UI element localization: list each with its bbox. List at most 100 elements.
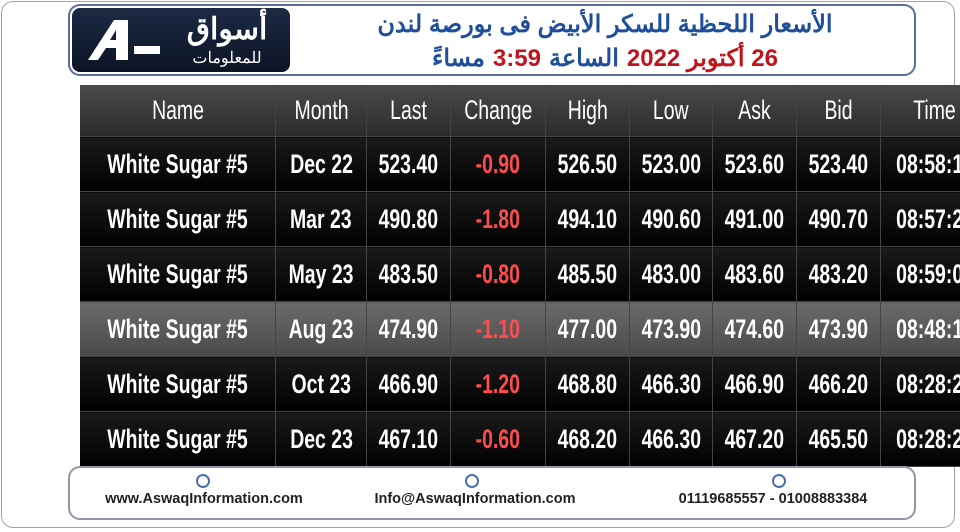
logo-sub: للمعلومات <box>192 50 262 67</box>
title: الأسعار اللحظية للسكر الأبيض فى بورصة لن… <box>377 11 833 38</box>
table-cell: 523.40 <box>366 136 451 192</box>
cell-text: 08:57:21 <box>895 203 960 234</box>
data-row: White Sugar #5 May 23 483.50 -0.80 485.50 483… <box>80 246 960 302</box>
email-icon <box>465 474 479 488</box>
cell-text: 467.20 <box>725 423 785 454</box>
table-cell: Bid <box>796 85 881 137</box>
cell-text: 473.90 <box>641 313 701 344</box>
cell-text: Low <box>653 95 690 125</box>
logo: أسواق للمعلومات <box>72 8 290 72</box>
cell-text: 483.00 <box>641 258 701 289</box>
data-row: White Sugar #5 Oct 23 466.90 -1.20 468.80 466… <box>80 356 960 412</box>
cell-text: Dec 22 <box>289 148 353 179</box>
table-cell: 08:58:17 <box>880 136 960 192</box>
cell-text: 474.60 <box>725 313 785 344</box>
table-cell: White Sugar #5 <box>80 301 277 357</box>
table-cell: 466.30 <box>629 356 714 412</box>
cell-text: 523.40 <box>378 148 439 179</box>
table-cell: Aug 23 <box>275 301 368 357</box>
cell-text: White Sugar #5 <box>107 258 248 289</box>
table-cell: Oct 23 <box>275 356 368 412</box>
table-cell: 523.60 <box>712 136 798 192</box>
table-cell: White Sugar #5 <box>80 246 277 302</box>
header-row: Name Month Last Change High Low Ask Bid Time <box>80 85 960 137</box>
cell-text: 466.20 <box>808 368 869 399</box>
table-cell: 526.50 <box>545 136 630 192</box>
cell-text: 466.30 <box>641 423 701 454</box>
cell-text: 485.50 <box>557 258 618 289</box>
cell-text: 490.80 <box>378 203 439 234</box>
table-cell: 466.90 <box>712 356 798 412</box>
subtitle-part: 3:59 <box>492 45 541 72</box>
subtitle: 26 أكتوبر 2022 الساعة 3:59 مساءً <box>300 44 910 73</box>
subtitle-part: 26 أكتوبر 2022 <box>626 45 778 72</box>
data-row: White Sugar #5 Dec 23 467.10 -0.60 468.20 466… <box>80 411 960 467</box>
table-cell: -0.80 <box>450 246 547 302</box>
table-cell: 466.20 <box>796 356 881 412</box>
cell-text: 473.90 <box>808 313 869 344</box>
table-cell: 08:48:13 <box>880 301 960 357</box>
price-table: Name Month Last Change High Low Ask Bid Time Whit… <box>80 85 960 467</box>
cell-text: 468.20 <box>557 423 618 454</box>
table-cell: -0.60 <box>450 411 547 467</box>
cell-text: 477.00 <box>557 313 618 344</box>
cell-text: White Sugar #5 <box>107 203 248 234</box>
cell-text: 468.80 <box>557 368 618 399</box>
table-cell: 468.80 <box>545 356 630 412</box>
table-cell: 490.70 <box>796 191 881 247</box>
cell-text: 490.60 <box>641 203 701 234</box>
table-cell: Mar 23 <box>275 191 368 247</box>
cell-text: 494.10 <box>557 203 618 234</box>
table-cell: 523.00 <box>629 136 714 192</box>
cell-text: 490.70 <box>808 203 869 234</box>
cell-text: -0.60 <box>475 423 521 454</box>
cell-text: 467.10 <box>378 423 439 454</box>
cell-text: 08:28:26 <box>895 423 960 454</box>
table-cell: 08:28:26 <box>880 411 960 467</box>
table-cell: 483.20 <box>796 246 881 302</box>
table-cell: -1.20 <box>450 356 547 412</box>
table-cell: 483.50 <box>366 246 451 302</box>
table-cell: Time <box>880 85 960 137</box>
cell-text: 523.60 <box>725 148 785 179</box>
cell-text: White Sugar #5 <box>107 423 248 454</box>
cell-text: White Sugar #5 <box>107 313 248 344</box>
web-icon <box>196 474 210 488</box>
table-cell: 490.60 <box>629 191 714 247</box>
cell-text: Aug 23 <box>288 313 354 344</box>
table-cell: 08:28:26 <box>880 356 960 412</box>
cell-text: 526.50 <box>557 148 618 179</box>
table-cell: 483.60 <box>712 246 798 302</box>
cell-text: 523.00 <box>641 148 701 179</box>
cell-text: Time <box>913 95 956 125</box>
table-cell: 477.00 <box>545 301 630 357</box>
cell-text: 08:48:13 <box>895 313 960 344</box>
table-cell: 08:59:09 <box>880 246 960 302</box>
website: www.AswaqInformation.com <box>105 491 303 507</box>
cell-text: 523.40 <box>808 148 869 179</box>
table-cell: White Sugar #5 <box>80 136 277 192</box>
cell-text: Ask <box>738 95 771 125</box>
table-cell: White Sugar #5 <box>80 191 277 247</box>
cell-text: Bid <box>824 95 853 125</box>
table-cell: 467.20 <box>712 411 798 467</box>
cell-text: White Sugar #5 <box>107 368 248 399</box>
cell-text: Name <box>151 95 204 125</box>
cell-text: -1.80 <box>475 203 521 234</box>
cell-text: 466.30 <box>641 368 701 399</box>
data-row: White Sugar #5 Dec 22 523.40 -0.90 526.50 523… <box>80 136 960 192</box>
table-cell: Month <box>275 85 368 137</box>
table-cell: 08:57:21 <box>880 191 960 247</box>
phones: 01119685557 - 01008883384 <box>678 491 868 507</box>
cell-text: 483.60 <box>725 258 785 289</box>
cell-text: -0.90 <box>475 148 521 179</box>
table-cell: 466.90 <box>366 356 451 412</box>
table-cell: 468.20 <box>545 411 630 467</box>
cell-text: Month <box>294 95 349 125</box>
cell-text: Dec 23 <box>289 423 353 454</box>
table-cell: White Sugar #5 <box>80 356 277 412</box>
header-box <box>68 4 916 76</box>
table-cell: -0.90 <box>450 136 547 192</box>
table-cell: 483.00 <box>629 246 714 302</box>
